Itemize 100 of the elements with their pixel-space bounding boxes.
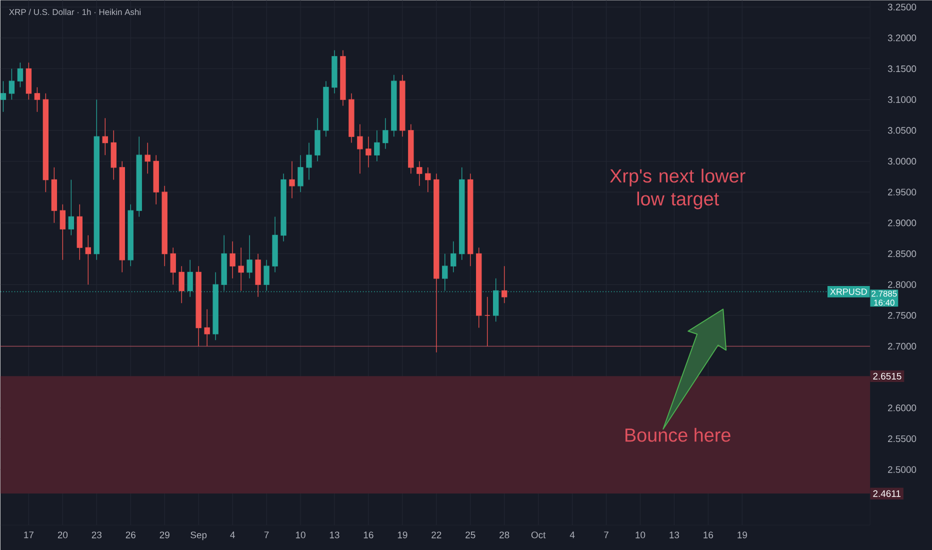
candlestick (178, 266, 184, 304)
x-tick-label: Sep (190, 532, 207, 540)
candlestick (459, 167, 465, 260)
x-tick-label: 22 (432, 532, 442, 538)
annotation: 2.6515 (873, 372, 902, 380)
y-tick-label: 3.0500 (888, 127, 916, 134)
candlestick (298, 154, 304, 192)
candlestick (306, 142, 312, 180)
y-tick-label: 2.6000 (888, 404, 916, 412)
candlestick (289, 160, 295, 199)
candlestick (17, 62, 24, 88)
candlestick (502, 266, 508, 304)
candlestick (34, 86, 40, 112)
candlestick (476, 247, 482, 328)
y-tick-label: 3.2500 (888, 4, 916, 10)
x-tick-label: 7 (264, 532, 269, 538)
y-tick-label: 3.1500 (888, 65, 916, 72)
y-tick-label: 2.8500 (888, 250, 916, 258)
candlestick (144, 142, 150, 174)
y-tick-label: 2.5500 (888, 435, 916, 442)
candlestick (94, 99, 100, 260)
text: 16:40 (874, 300, 894, 306)
candlestick (153, 154, 159, 205)
candlestick (450, 241, 456, 273)
x-tick-label: 20 (58, 532, 68, 538)
candlestick (434, 173, 440, 353)
candlestick (332, 50, 338, 94)
candlestick (51, 167, 58, 224)
candlestick (76, 204, 83, 260)
ref-line-label: XRPUSD (830, 288, 867, 295)
candlestick (119, 160, 125, 273)
x-tick-label: 28 (500, 532, 510, 538)
candlestick (102, 118, 108, 156)
x-tick-label: 16 (704, 532, 714, 538)
candlestick (391, 74, 397, 137)
candlestick (170, 247, 176, 285)
candlestick (484, 296, 490, 347)
candlestick (314, 118, 320, 162)
candlestick (204, 308, 210, 347)
annotation: 2.4611 (873, 490, 900, 497)
x-tick-label: 25 (466, 532, 476, 538)
candlestick (0, 80, 6, 112)
x-tick-label: 23 (92, 532, 102, 538)
x-tick-label: 29 (160, 532, 170, 538)
candlestick (264, 260, 270, 292)
candlestick (85, 234, 92, 285)
candlestick (68, 179, 74, 236)
x-tick-label: Oct (531, 532, 546, 538)
candlestick (366, 136, 372, 168)
x-tick-label: 10 (636, 532, 646, 538)
y-tick-label: 2.5000 (888, 466, 916, 473)
band-label: Bounce here (626, 428, 730, 442)
annotation: Xrp's next lower low target (610, 168, 746, 210)
candlestick (136, 136, 142, 218)
x-tick-label: 4 (230, 532, 235, 538)
y-tick-label: 3.1000 (888, 96, 916, 103)
candlestick (230, 241, 236, 279)
candlestick (162, 186, 168, 266)
candlestick (26, 62, 32, 100)
x-tick-label: 4 (570, 532, 575, 538)
x-tick-label: 26 (126, 532, 136, 538)
candlestick (382, 118, 388, 150)
y-tick-label: 2.7000 (888, 342, 916, 350)
candlestick (128, 204, 134, 266)
candlestick (357, 124, 363, 174)
candlestick (272, 216, 278, 273)
candlestick (442, 253, 448, 292)
x-tick-label: 10 (296, 532, 306, 538)
candlestick (280, 173, 286, 242)
candlestick (255, 253, 261, 298)
candlestick (110, 130, 116, 180)
x-tick-label: 19 (398, 532, 408, 538)
y-tick-label: 2.9500 (888, 188, 916, 196)
text: XRP / U.S. Dollar · 1h · Heikin Ashi (9, 8, 141, 15)
text: 2.7885 (872, 290, 897, 297)
candlestick (340, 50, 346, 106)
x-tick-label: 16 (364, 532, 374, 538)
candlestick (196, 266, 202, 347)
candlestick (60, 204, 66, 260)
candlestick (323, 80, 329, 137)
x-tick-label: 17 (24, 532, 34, 538)
y-tick-label: 2.7500 (888, 312, 916, 319)
y-tick-label: 3.0000 (888, 158, 916, 165)
x-tick-label: 13 (330, 532, 340, 538)
candlestick (416, 160, 422, 186)
candlestick (348, 93, 354, 144)
candlestick (212, 272, 218, 340)
candlestick (408, 124, 414, 174)
candlestick (238, 247, 244, 292)
candlestick (400, 74, 406, 137)
candlestick (468, 173, 474, 266)
y-tick-label: 2.8000 (888, 281, 916, 288)
x-tick-label: 7 (604, 532, 608, 538)
x-tick-label: 19 (738, 532, 747, 538)
candlestick (374, 130, 380, 162)
y-tick-label: 2.9000 (888, 220, 916, 226)
y-tick-label: 3.2000 (888, 34, 916, 42)
candlestick (246, 234, 252, 279)
candlestick (8, 68, 15, 100)
candlestick (42, 93, 49, 192)
